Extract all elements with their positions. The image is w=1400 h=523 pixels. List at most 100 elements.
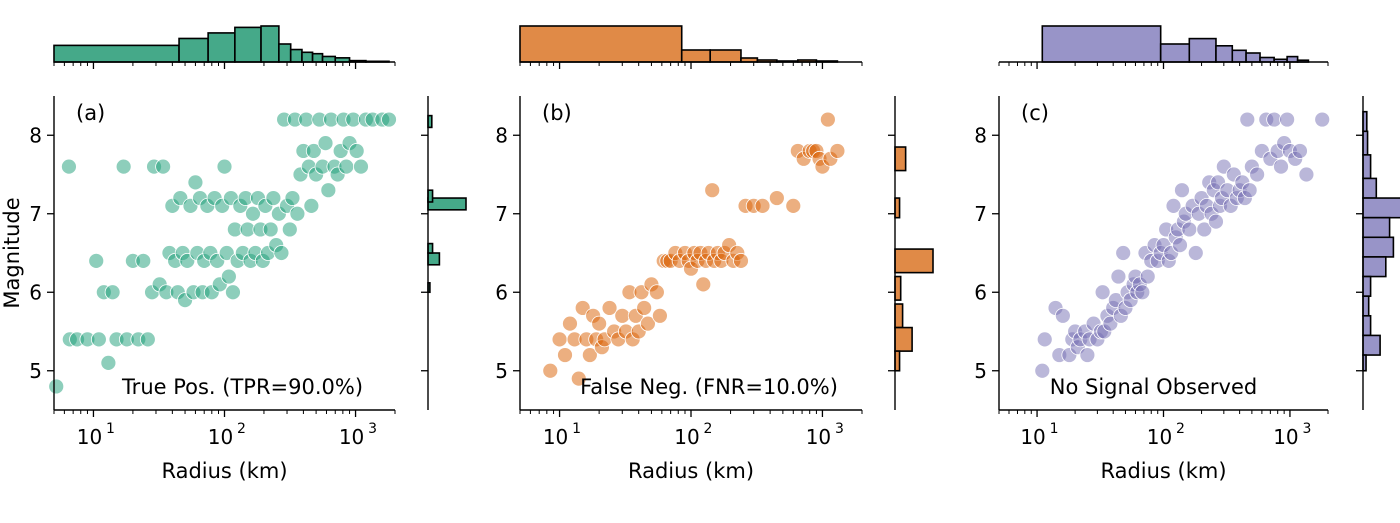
scatter-point (1292, 143, 1308, 159)
scatter-point (305, 143, 322, 159)
histogram-bar (427, 197, 467, 211)
scatter-point (1034, 362, 1051, 379)
scatter-point (298, 111, 315, 128)
histogram-bar (894, 248, 934, 274)
scatter-point (1165, 197, 1182, 214)
scatter-point (754, 197, 771, 214)
histogram-bar (234, 26, 262, 63)
scatter-point (1134, 284, 1151, 301)
x-tick-exponent: 2 (237, 421, 246, 437)
x-tick-label: 10 (339, 425, 364, 449)
scatter-point (273, 245, 290, 261)
y-tick-label: 7 (495, 202, 508, 226)
scatter-point (381, 111, 397, 128)
scatter-point (581, 347, 598, 363)
histogram-bar (894, 326, 913, 352)
scatter-point (695, 276, 712, 293)
histogram-bar (1245, 52, 1261, 63)
scatter-point (218, 245, 235, 261)
y-axis-label: Magnitude (0, 197, 24, 308)
y-tick-label: 8 (29, 123, 42, 147)
y-tick-label: 7 (974, 202, 987, 226)
scatter-point (1241, 182, 1258, 199)
scatter-point (640, 315, 656, 332)
scatter-point (353, 158, 369, 175)
scatter-point (648, 284, 665, 301)
annotation-text: No Signal Observed (1050, 375, 1257, 399)
histogram-bar (1362, 275, 1372, 297)
x-tick-label: 10 (806, 425, 831, 449)
scatter-point (614, 307, 631, 324)
scatter-point (1298, 166, 1315, 183)
scatter-point (220, 268, 237, 285)
histogram-bar (709, 49, 742, 63)
histogram-bar (1231, 49, 1247, 63)
y-tick-label: 8 (495, 123, 508, 147)
annotation-text: False Neg. (FNR=10.0%) (580, 375, 838, 399)
histogram-bar (1286, 55, 1299, 63)
histogram-bar (278, 43, 292, 63)
histogram-bar (53, 44, 180, 63)
scatter-point (1208, 213, 1224, 230)
histogram-bar (894, 303, 904, 329)
histogram-bar (301, 51, 314, 63)
scatter-point (1187, 245, 1204, 261)
scatter-point (601, 300, 618, 316)
x-tick-exponent: 1 (572, 421, 581, 437)
y-tick-label: 6 (495, 280, 508, 304)
x-tick-exponent: 3 (368, 421, 377, 437)
scatter-point (819, 111, 836, 128)
scatter-point (284, 190, 301, 206)
x-tick-exponent: 1 (1050, 421, 1059, 437)
x-tick-label: 10 (77, 425, 102, 449)
x-axis-label: Radius (km) (161, 459, 287, 483)
scatter-point (1181, 221, 1198, 238)
x-tick-exponent: 1 (106, 421, 115, 437)
histogram-bar (519, 25, 683, 63)
scatter-point (1036, 331, 1053, 348)
histogram-bar (207, 32, 236, 63)
scatter-point (829, 143, 846, 159)
scatter-point (48, 378, 65, 395)
marginal-x-histogram (998, 25, 1329, 69)
scatter-point (591, 315, 608, 332)
x-tick-label: 10 (543, 425, 568, 449)
marginal-x-histogram (519, 25, 863, 69)
histogram-bar (1188, 37, 1217, 63)
scatter-point (557, 347, 573, 363)
scatter-point (551, 331, 568, 348)
x-tick-exponent: 2 (704, 421, 713, 437)
scatter-point (265, 190, 282, 206)
scatter-points (1034, 111, 1331, 379)
histogram-bar (1215, 44, 1234, 63)
scatter-point (768, 190, 785, 206)
marginal-y-histogram (421, 96, 467, 410)
panel-label: (a) (76, 101, 105, 125)
scatter-point (90, 331, 107, 348)
scatter-point (320, 182, 337, 199)
annotation-text: True Pos. (TPR=90.0%) (121, 375, 363, 399)
x-tick-exponent: 2 (1176, 421, 1185, 437)
scatter-point (1239, 111, 1256, 128)
histogram-bar (1041, 25, 1162, 63)
scatter-point (1279, 111, 1296, 128)
scatter-point (245, 205, 261, 222)
histogram-bar (1362, 236, 1395, 258)
histogram-bar (1362, 197, 1400, 219)
x-tick-exponent: 3 (1302, 421, 1311, 437)
y-tick-label: 5 (495, 359, 508, 383)
scatter-point (61, 158, 77, 175)
histogram-bar (1362, 256, 1387, 278)
scatter-point (1273, 158, 1289, 175)
scatter-point (139, 331, 156, 348)
histogram-bar (1362, 216, 1391, 239)
scatter-point (1172, 237, 1188, 254)
scatter-point (262, 221, 279, 238)
scatter-point (1110, 268, 1127, 285)
histogram-bar (289, 48, 303, 63)
histogram-bar (311, 52, 324, 63)
